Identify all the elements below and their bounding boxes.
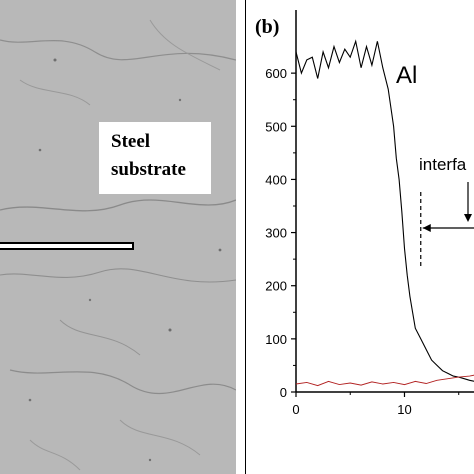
series-line-al xyxy=(295,39,474,382)
y-tick-label-300: 300 xyxy=(265,226,287,241)
linescan-path-marker xyxy=(0,242,134,250)
steel-substrate-micrograph: Steel substrate xyxy=(0,0,236,474)
linescan-chart-panel: 0 100 200 300 400 500 600 0 10 (b) Al interfa xyxy=(245,0,474,474)
material-label-box: Steel substrate xyxy=(99,122,211,194)
y-tick-label-400: 400 xyxy=(265,172,287,187)
x-tick-label-10: 10 xyxy=(397,402,411,417)
material-label-line1: Steel xyxy=(111,131,151,152)
panel-divider xyxy=(236,0,245,474)
micrograph-texture xyxy=(0,0,236,474)
series-line-red xyxy=(295,374,474,387)
y-tick-label-200: 200 xyxy=(265,279,287,294)
interface-annotation: interfa xyxy=(419,155,467,174)
interface-down-arrowhead xyxy=(464,214,472,222)
linescan-chart: 0 100 200 300 400 500 600 0 10 xyxy=(265,10,474,417)
y-tick-label-500: 500 xyxy=(265,119,287,134)
material-label-line2: substrate xyxy=(111,159,186,180)
series-label-al: Al xyxy=(396,62,418,89)
interface-arrowhead-left xyxy=(422,224,431,232)
y-tick-label-100: 100 xyxy=(265,332,287,347)
x-tick-label-0: 0 xyxy=(292,402,299,417)
y-tick-label-600: 600 xyxy=(265,66,287,81)
y-tick-label-0: 0 xyxy=(280,385,287,400)
panel-label: (b) xyxy=(255,16,280,38)
